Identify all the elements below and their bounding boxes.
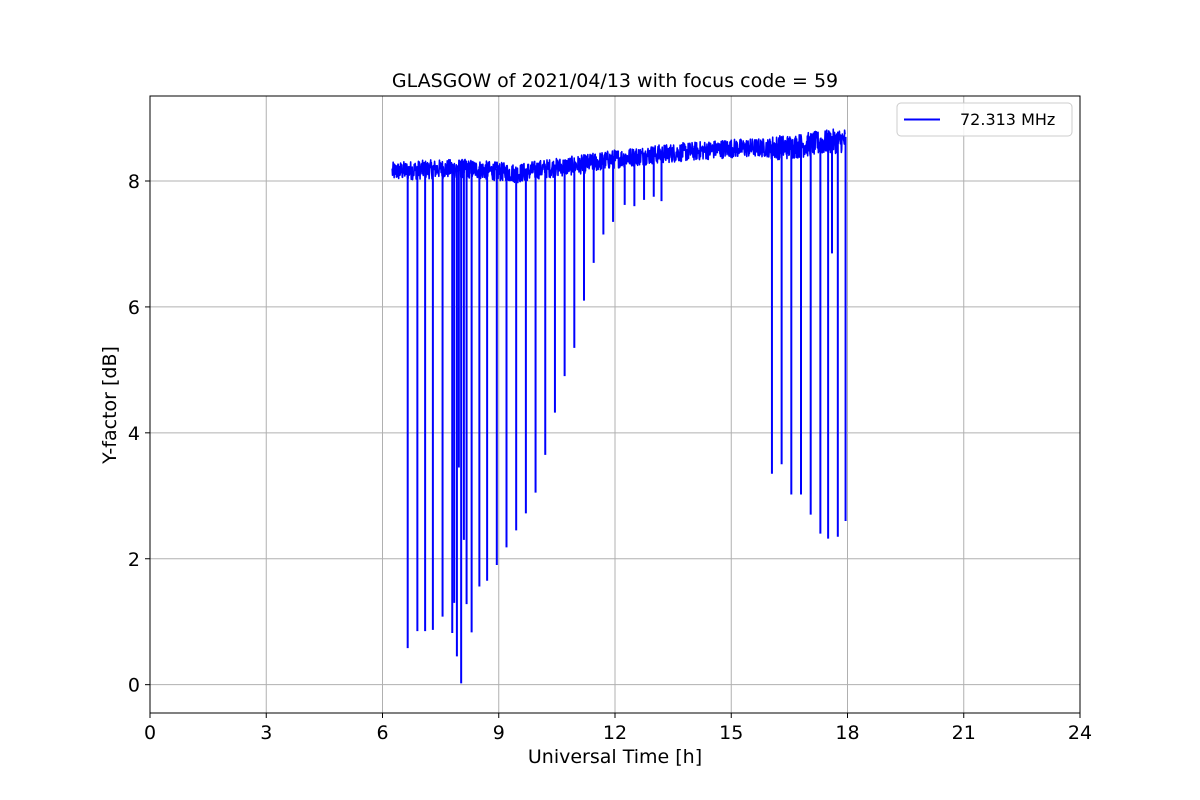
x-tick-label: 18 [835, 722, 859, 744]
x-tick-label: 9 [493, 722, 505, 744]
legend-box [896, 102, 1073, 137]
x-tick-label: 0 [144, 722, 156, 744]
x-tick-label: 12 [603, 722, 627, 744]
y-tick-label: 8 [128, 171, 140, 193]
chart-title: GLASGOW of 2021/04/13 with focus code = … [392, 70, 838, 92]
legend-entry-label: 72.313 MHz [960, 110, 1055, 129]
x-tick-label: 6 [376, 722, 388, 744]
y-tick-label: 0 [128, 675, 140, 697]
x-tick-label: 15 [719, 722, 743, 744]
x-axis-ticks: 0 3 6 9 12 15 18 21 24 [144, 713, 1092, 744]
series-line [391, 128, 847, 184]
plot-series [391, 128, 847, 684]
y-axis-label: Y-factor [dB] [99, 346, 121, 465]
y-axis-ticks: 0 2 4 6 8 [128, 171, 150, 697]
x-axis-label: Universal Time [h] [528, 746, 702, 768]
legend: 72.313 MHz [896, 102, 1073, 137]
y-tick-label: 2 [128, 549, 140, 571]
y-tick-label: 6 [128, 297, 140, 319]
x-tick-label: 21 [952, 722, 976, 744]
x-tick-label: 24 [1068, 722, 1092, 744]
x-tick-label: 3 [260, 722, 272, 744]
y-tick-label: 4 [128, 423, 140, 445]
